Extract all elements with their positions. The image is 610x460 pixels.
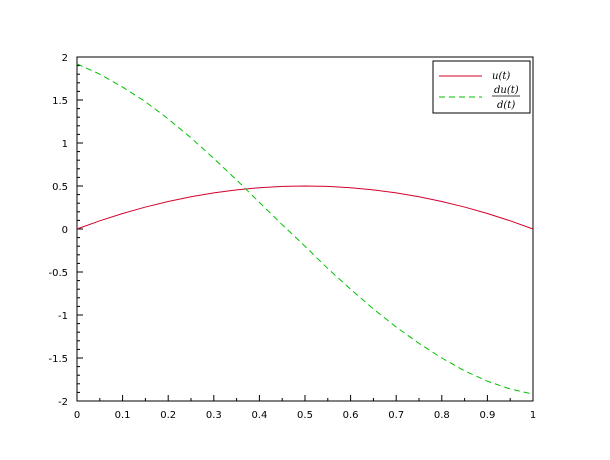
y-tick-label: 0 <box>62 225 68 236</box>
y-tick-label: -1 <box>58 311 68 322</box>
x-tick-label: 0.4 <box>251 410 267 421</box>
y-tick-label: 1 <box>62 139 68 150</box>
legend-label-du-numerator: du(t) <box>494 85 519 96</box>
legend-label-u: u(t) <box>492 71 510 82</box>
series-line-du <box>76 63 534 395</box>
y-tick-label: 2 <box>62 53 68 64</box>
x-tick-label: 0.5 <box>297 410 313 421</box>
legend-box <box>432 60 531 114</box>
x-tick-label: 0.6 <box>343 410 359 421</box>
series-line-u <box>76 185 534 230</box>
x-tick-label: 0.2 <box>160 410 176 421</box>
y-tick-label: -0.5 <box>48 268 68 279</box>
series-layer <box>76 63 534 395</box>
x-tick-label: 0.8 <box>434 410 450 421</box>
y-tick-label: -1.5 <box>48 354 68 365</box>
x-tick-label: 0 <box>74 410 80 421</box>
y-tick-label: -2 <box>58 397 68 408</box>
x-tick-label: 0.9 <box>479 410 495 421</box>
x-tick-label: 0.7 <box>388 410 404 421</box>
y-tick-label: 1.5 <box>52 96 68 107</box>
y-axis-ticks: -2 -1.5 -1 -0.5 0 0.5 1 1.5 2 <box>48 53 83 408</box>
x-tick-label: 0.3 <box>206 410 222 421</box>
x-tick-label: 0.1 <box>115 410 131 421</box>
x-axis-ticks: 0 0.1 0.2 0.3 0.4 0.5 0.6 0.7 0.8 0.9 1 <box>74 395 536 421</box>
legend: u(t) du(t) d(t) <box>432 60 531 114</box>
y-tick-label: 0.5 <box>52 182 68 193</box>
x-tick-label: 1 <box>530 410 536 421</box>
plot-area: 0 0.1 0.2 0.3 0.4 0.5 0.6 0.7 0.8 0.9 1 -2 -1.5 -1 -0… <box>48 53 536 421</box>
legend-label-du-denominator: d(t) <box>497 100 515 111</box>
